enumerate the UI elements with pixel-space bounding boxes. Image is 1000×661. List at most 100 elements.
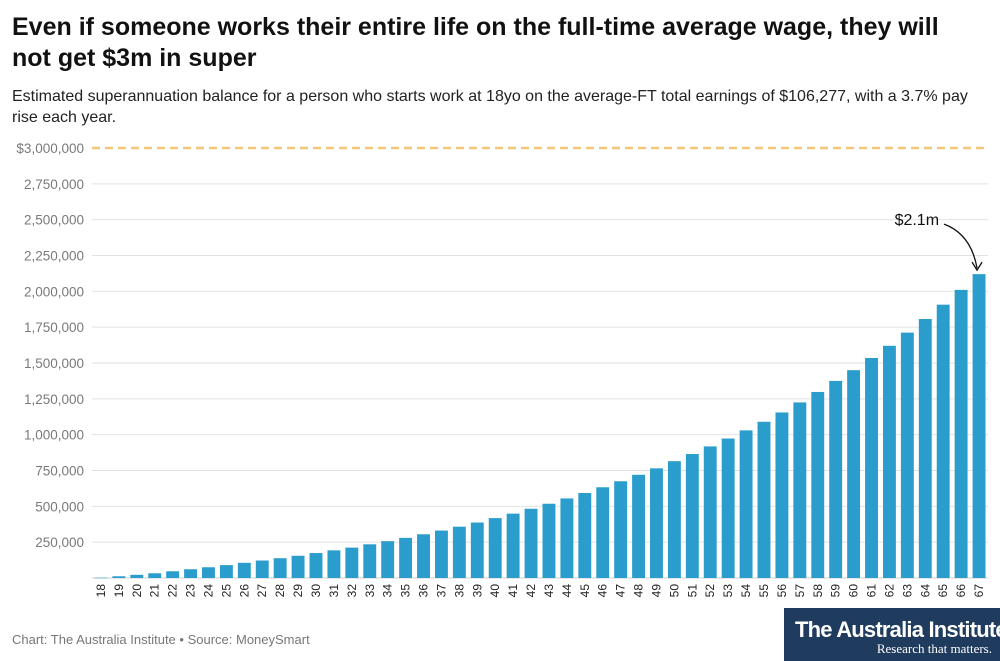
bar — [739, 430, 753, 578]
x-tick-label: 45 — [578, 584, 592, 598]
bar — [936, 304, 950, 578]
bar — [757, 421, 771, 578]
x-tick-label: 18 — [94, 584, 108, 598]
y-tick-label: 750,000 — [35, 464, 84, 479]
logo-tagline: Research that matters. — [876, 641, 992, 656]
bar — [255, 560, 269, 578]
bar — [847, 370, 861, 578]
bar-chart: 250,000 500,000 750,000 1,000,000 1,250,000 1… — [16, 141, 988, 598]
bar — [954, 289, 968, 578]
bar — [166, 571, 180, 578]
x-tick-label: 66 — [954, 584, 968, 598]
x-tick-label: 29 — [291, 584, 305, 598]
x-tick-label: 33 — [363, 584, 377, 598]
chart-subtitle: Estimated superannuation balance for a p… — [12, 88, 968, 126]
x-tick-label: 38 — [452, 584, 466, 598]
x-tick-label: 30 — [309, 584, 323, 598]
x-tick-label: 63 — [900, 584, 914, 598]
x-tick-label: 46 — [596, 584, 610, 598]
bar — [918, 318, 932, 578]
bar — [560, 498, 574, 578]
x-tick-label: 37 — [434, 584, 448, 598]
x-tick-label: 34 — [381, 584, 395, 598]
y-tick-label: 1,000,000 — [24, 428, 84, 443]
bar — [667, 461, 681, 578]
bar — [309, 553, 323, 578]
bar — [685, 454, 699, 578]
bar — [112, 576, 126, 578]
bar — [542, 503, 556, 578]
x-tick-label: 44 — [560, 584, 574, 598]
x-tick-label: 64 — [918, 584, 932, 598]
x-tick-label: 58 — [811, 584, 825, 598]
bar — [829, 380, 843, 578]
bar — [94, 577, 108, 579]
bar — [202, 567, 215, 578]
x-tick-label: 65 — [936, 584, 950, 598]
bar — [381, 541, 395, 578]
x-tick-label: 39 — [470, 584, 484, 598]
bar — [399, 537, 413, 578]
bar — [345, 547, 359, 578]
x-tick-label: 52 — [703, 584, 717, 598]
x-tick-label: 19 — [112, 584, 126, 598]
x-tick-label: 22 — [166, 584, 180, 598]
x-tick-label: 27 — [255, 584, 269, 598]
x-tick-label: 43 — [542, 584, 556, 598]
y-tick-label: 2,500,000 — [24, 213, 84, 228]
chart-title: Even if someone works their entire life … — [12, 13, 939, 72]
bar — [578, 493, 592, 578]
y-tick-label: 2,750,000 — [24, 177, 84, 192]
bar — [273, 558, 287, 578]
bar — [703, 446, 717, 578]
annotation-arrow — [943, 223, 978, 269]
x-tick-label: 67 — [972, 584, 986, 598]
x-tick-label: 26 — [237, 584, 251, 598]
x-tick-label: 54 — [739, 584, 753, 598]
bar — [972, 274, 986, 578]
chart-source: Source: MoneySmart — [187, 632, 310, 647]
x-tick-label: 60 — [847, 584, 861, 598]
x-tick-label: 40 — [488, 584, 502, 598]
bar — [811, 391, 825, 578]
x-tick-label: 35 — [399, 584, 413, 598]
x-tick-label: 57 — [793, 584, 807, 598]
bar — [219, 565, 233, 578]
x-tick-label: 59 — [829, 584, 843, 598]
x-tick-label: 21 — [148, 584, 162, 598]
x-tick-label: 62 — [882, 584, 896, 598]
x-tick-label: 53 — [721, 584, 735, 598]
x-tick-label: 25 — [219, 584, 233, 598]
annotation-label: $2.1m — [895, 212, 939, 229]
x-tick-label: 48 — [632, 584, 646, 598]
bar — [775, 412, 789, 578]
bar — [506, 513, 520, 578]
bar — [614, 481, 628, 578]
bar — [882, 345, 896, 578]
chart-credit: Chart: The Australia Institute — [12, 632, 176, 647]
bar — [470, 522, 484, 578]
x-tick-label: 24 — [201, 584, 215, 598]
bar — [417, 534, 430, 578]
bar — [452, 526, 466, 578]
y-tick-label: 500,000 — [35, 499, 84, 514]
bar — [237, 562, 251, 578]
y-tick-label: 1,500,000 — [24, 356, 84, 371]
y-tick-label: 1,750,000 — [24, 320, 84, 335]
x-tick-label: 32 — [345, 584, 359, 598]
chart-footer: Chart: The Australia Institute • Source:… — [12, 632, 310, 647]
y-tick-label: $3,000,000 — [16, 141, 84, 156]
bar — [363, 544, 377, 578]
australia-institute-logo: The Australia Institute Research that ma… — [784, 608, 1000, 661]
x-tick-label: 42 — [524, 584, 538, 598]
bar — [632, 474, 646, 578]
x-tick-label: 50 — [667, 584, 681, 598]
x-tick-label: 41 — [506, 584, 520, 598]
annotation-arrowhead — [971, 261, 983, 272]
bar — [488, 518, 502, 578]
x-tick-label: 49 — [649, 584, 663, 598]
x-tick-label: 51 — [685, 584, 699, 598]
bar — [721, 438, 735, 578]
x-tick-label: 20 — [130, 584, 144, 598]
y-tick-label: 1,250,000 — [24, 392, 84, 407]
